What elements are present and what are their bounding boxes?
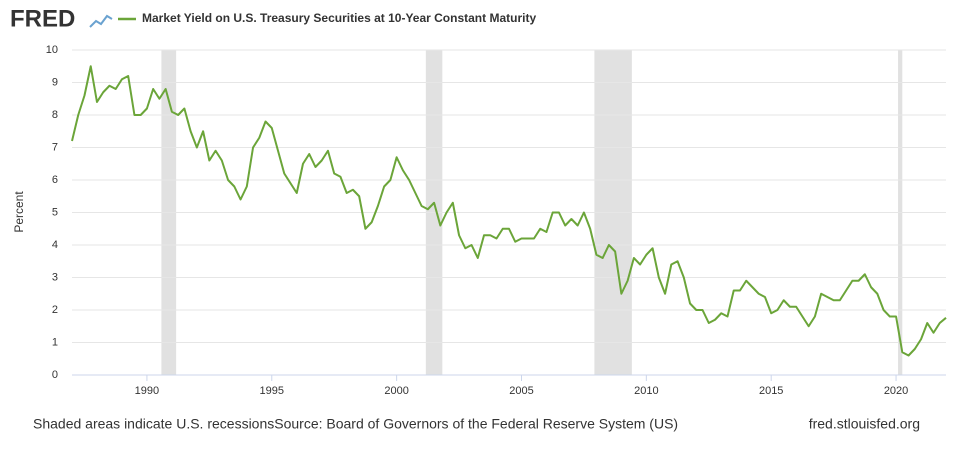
y-tick-label: 6 xyxy=(52,174,58,186)
legend-label: Market Yield on U.S. Treasury Securities… xyxy=(142,11,536,25)
y-tick-label: 1 xyxy=(52,336,58,348)
y-tick-label: 5 xyxy=(52,206,58,218)
x-tick-label: 2005 xyxy=(509,385,533,397)
y-tick-label: 9 xyxy=(52,76,58,88)
logo[interactable]: FRED xyxy=(10,5,75,32)
x-tick-label: 1995 xyxy=(260,385,284,397)
footer-site[interactable]: fred.stlouisfed.org xyxy=(809,416,920,432)
y-tick-label: 10 xyxy=(46,44,58,56)
footer-note[interactable]: Shaded areas indicate U.S. recessions xyxy=(33,416,274,432)
y-tick-label: 3 xyxy=(52,271,58,283)
x-tick-label: 2000 xyxy=(384,385,408,397)
logo-icon xyxy=(89,14,113,28)
y-tick-label: 0 xyxy=(52,369,58,381)
footer-source: Source: Board of Governors of the Federa… xyxy=(274,416,678,432)
series-line xyxy=(71,65,947,357)
y-tick-label: 8 xyxy=(52,109,58,121)
x-tick-label: 2010 xyxy=(634,385,658,397)
x-tick-label: 2015 xyxy=(759,385,783,397)
x-tick-label: 2020 xyxy=(884,385,908,397)
y-tick-label: 4 xyxy=(52,239,58,251)
y-axis-label: Percent xyxy=(12,191,26,233)
y-tick-label: 7 xyxy=(52,141,58,153)
x-tick-label: 1990 xyxy=(135,385,159,397)
y-tick-label: 2 xyxy=(52,304,58,316)
